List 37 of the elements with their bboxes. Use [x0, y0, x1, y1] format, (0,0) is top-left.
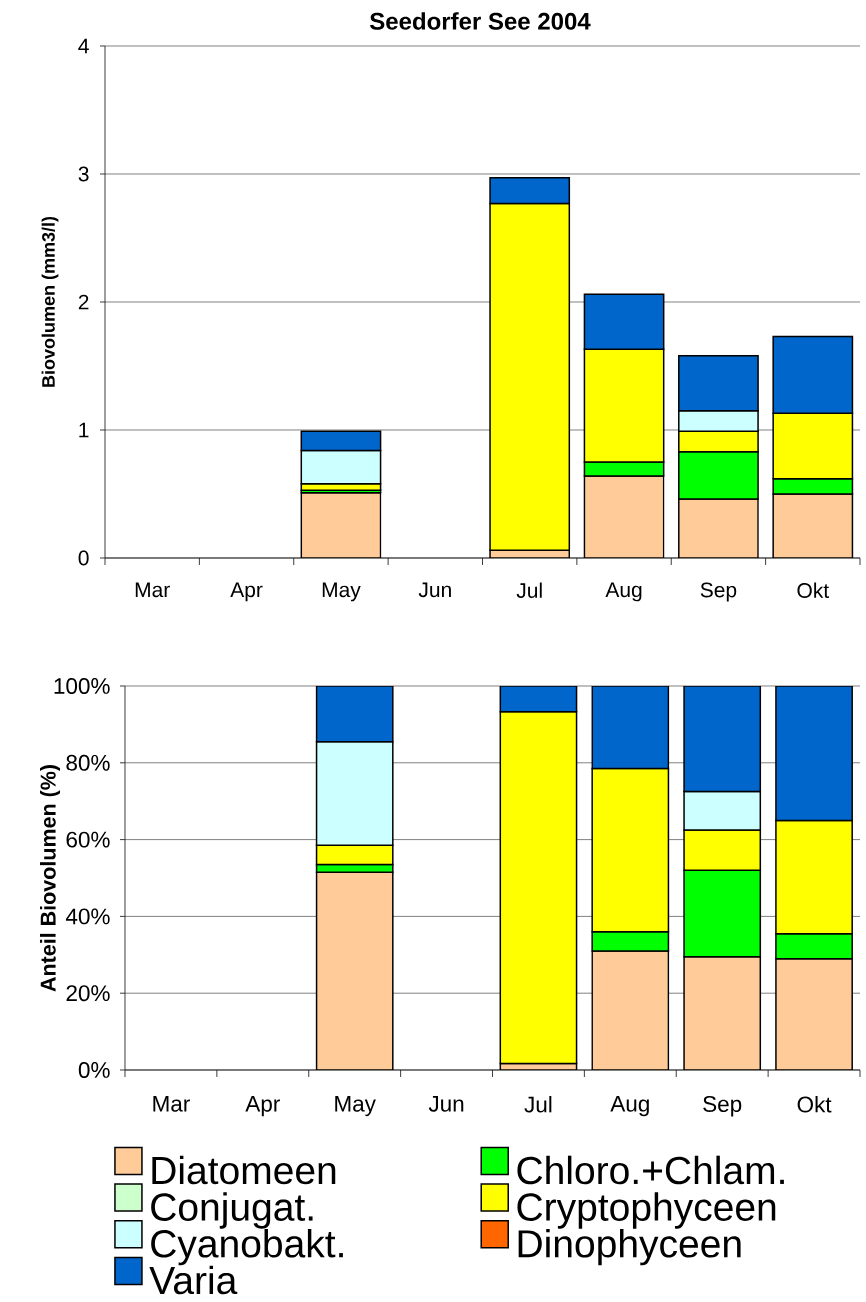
y-axis-title: Anteil Biovolumen (%) [39, 765, 61, 992]
legend-label: Diatomeen [152, 1155, 336, 1185]
y-tick-label: 3 [78, 166, 89, 182]
x-tick-label: Aug [610, 1096, 649, 1117]
legend-label: Dinophyceen [518, 1228, 741, 1266]
x-tick-label: Okt [797, 1096, 832, 1113]
x-tick-label: Jun [428, 1096, 464, 1112]
y-tick-label: 60% [66, 831, 110, 848]
legend-label: Varia [149, 1265, 238, 1295]
y-tick-label: 2 [78, 294, 89, 310]
x-tick-label: Apr [245, 1096, 280, 1117]
y-tick-label: 80% [66, 754, 110, 771]
legend-label: Cryptophyceen [517, 1192, 776, 1229]
y-tick-label: 100% [54, 678, 110, 694]
y-tick-label: 20% [66, 985, 110, 1002]
y-tick-label: 4 [78, 38, 89, 54]
legend-label: Cyanobakt. [151, 1228, 343, 1266]
x-tick-label: May [322, 582, 361, 602]
x-tick-label: May [335, 1096, 376, 1117]
legend-label: Conjugat. [151, 1192, 313, 1229]
x-tick-label: Jul [516, 582, 542, 598]
y-tick-label: 0% [78, 1062, 110, 1078]
x-tick-label: Jun [418, 582, 451, 598]
y-axis-title: Biovolumen (mm3/l) [41, 216, 59, 387]
x-tick-label: Aug [605, 582, 642, 602]
x-tick-label: Mar [135, 582, 170, 598]
x-tick-label: Apr [230, 582, 263, 602]
x-tick-label: Sep [700, 582, 737, 602]
y-tick-label: 1 [79, 422, 89, 438]
x-tick-label: Sep [703, 1096, 742, 1117]
x-tick-label: Okt [797, 582, 829, 598]
y-tick-label: 40% [65, 908, 110, 925]
legend-label: Chloro.+Chlam. [517, 1155, 784, 1185]
y-tick-label: 0 [78, 550, 89, 566]
x-tick-label: Jul [524, 1096, 552, 1113]
x-tick-label: Mar [153, 1096, 190, 1112]
chart-title: Seedorfer See 2004 [369, 12, 591, 30]
